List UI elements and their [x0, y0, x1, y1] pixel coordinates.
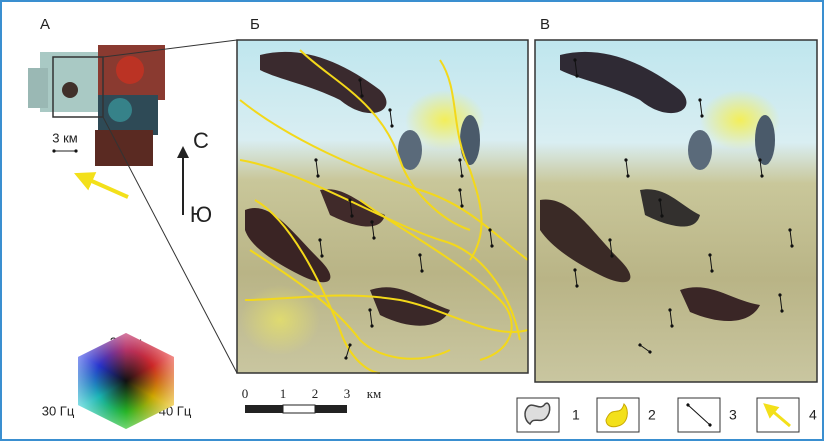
scale-tick: 3	[344, 386, 351, 401]
figure: А 3 км С Ю Б	[0, 0, 824, 441]
scale-tick: 0	[242, 386, 249, 401]
scale-bar	[245, 405, 347, 413]
south-label: Ю	[190, 202, 212, 227]
scale-tick: 1	[280, 386, 287, 401]
scale-tick: 2	[312, 386, 319, 401]
legend	[517, 398, 799, 432]
panel-label: Б	[250, 16, 260, 33]
color-key-label: 30 Гц	[42, 403, 75, 418]
legend-label: 1	[572, 407, 580, 423]
legend-label: 4	[809, 407, 817, 423]
legend-label: 3	[729, 407, 737, 423]
direction-arrow	[85, 178, 128, 197]
scale-unit: км	[367, 386, 382, 401]
image-panel	[535, 40, 817, 382]
legend-label: 2	[648, 407, 656, 423]
north-label: С	[193, 128, 209, 153]
panel-label: В	[540, 16, 550, 33]
image-panel	[237, 40, 528, 373]
scale-label: 3 км	[52, 130, 78, 145]
panel-label: А	[40, 16, 50, 33]
